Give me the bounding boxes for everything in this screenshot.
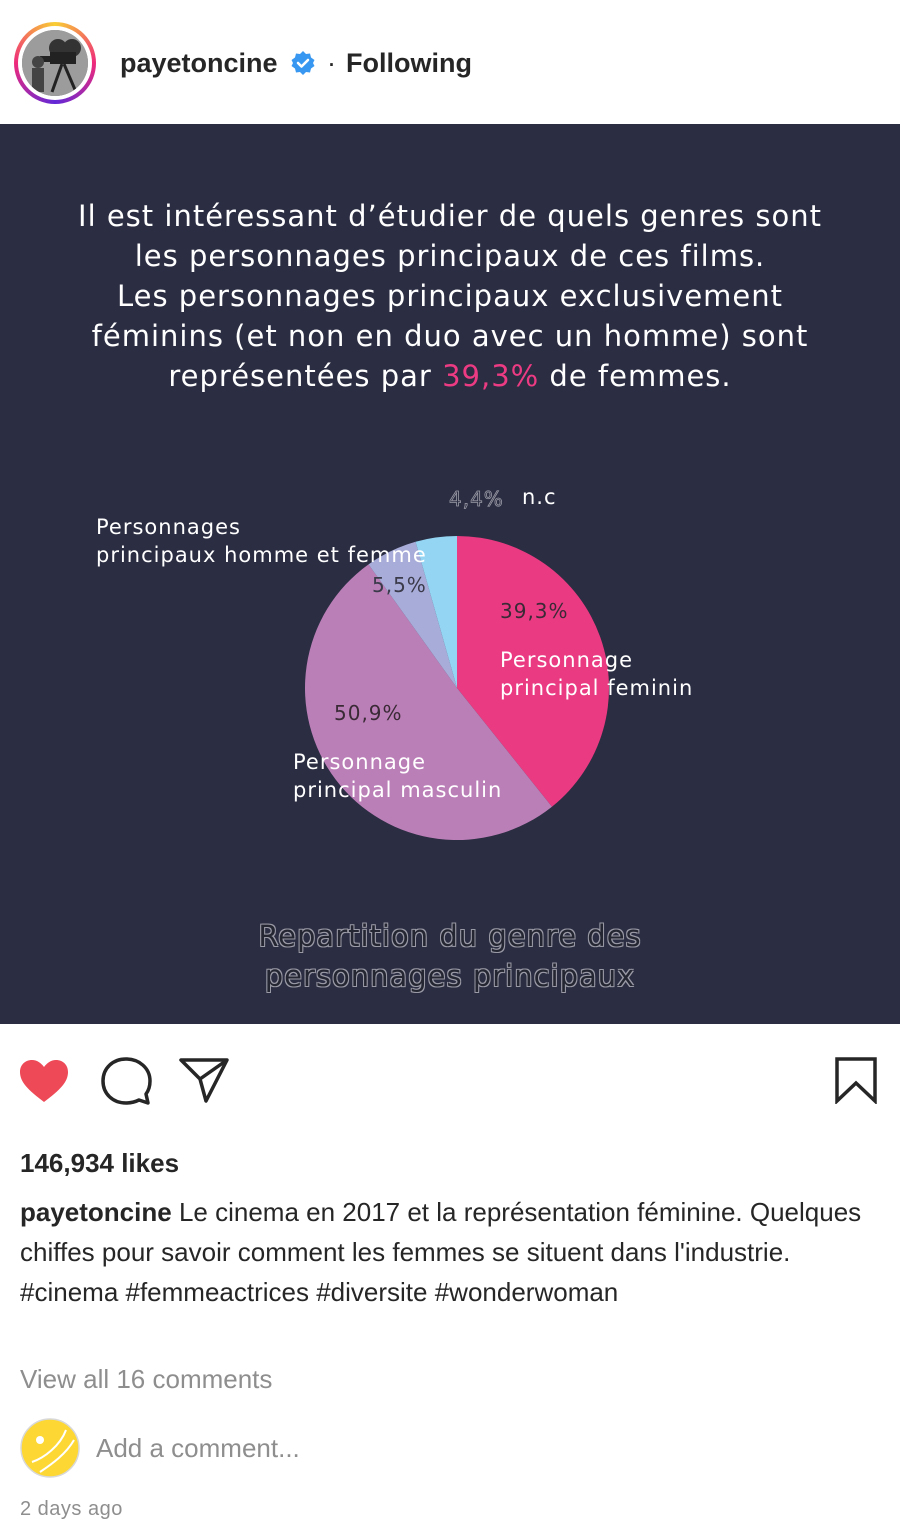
post-infographic-text: Il est intéressant d’étudier de quels ge… xyxy=(40,196,860,396)
separator-dot: · xyxy=(327,48,336,78)
post-timestamp[interactable]: 2 days ago xyxy=(20,1498,123,1520)
infographic-line: les personnages principaux de ces films. xyxy=(134,239,766,273)
comment-input[interactable] xyxy=(96,1428,856,1468)
infographic-text: représentées par xyxy=(168,359,443,393)
highlight-percentage: 39,3% xyxy=(442,359,540,393)
verified-badge-icon xyxy=(291,51,315,75)
pie-slice xyxy=(304,564,552,841)
pie-slice xyxy=(457,536,609,807)
pie-category-label: Personnage xyxy=(500,648,633,672)
bookmark-icon[interactable] xyxy=(834,1056,878,1104)
pie-value-label: 5,5% xyxy=(372,573,427,597)
caption-text: Le cinema en 2017 et la représentation f… xyxy=(20,1197,862,1267)
pie-category-label: principal masculin xyxy=(293,778,502,802)
pie-slice xyxy=(368,541,457,688)
post-actions xyxy=(0,1024,900,1134)
chart-caption-line: Repartition du genre des xyxy=(258,919,642,953)
likes-count[interactable]: 146,934 likes xyxy=(20,1148,180,1178)
pie-slice xyxy=(415,536,457,688)
pie-category-label: Personnage xyxy=(293,750,426,774)
avatar-photo xyxy=(22,30,88,96)
heart-icon[interactable] xyxy=(18,1058,70,1104)
pie-category-label: principal feminin xyxy=(500,676,693,700)
infographic-line: féminins (et non en duo avec un homme) s… xyxy=(91,319,809,353)
user-avatar-icon[interactable] xyxy=(20,1418,80,1478)
infographic-line: Les personnages principaux exclusivement xyxy=(116,279,784,313)
pie-value-label: 4,4% xyxy=(449,487,504,511)
profile-avatar[interactable] xyxy=(14,22,96,104)
gender-pie-chart: 39,3% Personnage principal feminin 50,9% Per… xyxy=(96,485,693,841)
caption-hashtags[interactable]: #cinema #femmeactrices #diversite #wonde… xyxy=(20,1277,619,1307)
chart-caption-line: personnages principaux xyxy=(264,959,636,993)
pie-category-label: n.c xyxy=(522,485,557,509)
comment-icon[interactable] xyxy=(100,1056,152,1106)
post-caption: payetoncine Le cinema en 2017 et la repr… xyxy=(20,1192,880,1312)
add-comment-row xyxy=(0,1414,900,1484)
pie-category-label: principaux homme et femme xyxy=(96,543,427,567)
infographic-text: de femmes. xyxy=(539,359,732,393)
post-header: payetoncine · Following xyxy=(0,0,900,124)
chart-caption: Repartition du genre des personnages pri… xyxy=(150,916,750,996)
pie-value-label: 50,9% xyxy=(334,701,403,725)
post-image[interactable]: Il est intéressant d’étudier de quels ge… xyxy=(0,124,900,1024)
share-icon[interactable] xyxy=(178,1056,230,1104)
camera-operator-photo-icon xyxy=(22,30,88,96)
username-link[interactable]: payetoncine xyxy=(120,48,278,78)
pie-category-label: Personnages xyxy=(96,515,241,539)
pie-value-label: 39,3% xyxy=(500,599,569,623)
infographic-line: représentées par 39,3% de femmes. xyxy=(40,356,860,396)
infographic-line: Il est intéressant d’étudier de quels ge… xyxy=(78,199,822,233)
caption-username[interactable]: payetoncine xyxy=(20,1197,172,1227)
view-all-comments-link[interactable]: View all 16 comments xyxy=(20,1364,273,1394)
following-button[interactable]: Following xyxy=(346,48,472,78)
